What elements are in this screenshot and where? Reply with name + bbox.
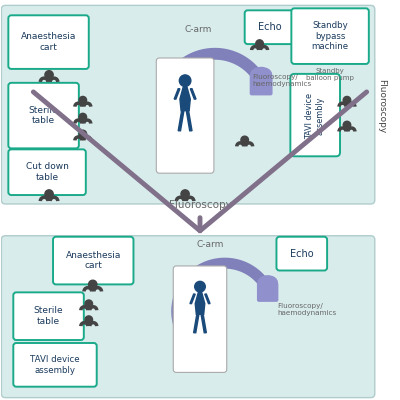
Circle shape — [45, 71, 53, 79]
Text: Anaesthesia
cart: Anaesthesia cart — [21, 32, 76, 52]
Text: Standby
balloon pump: Standby balloon pump — [306, 68, 354, 81]
Circle shape — [179, 75, 191, 86]
Circle shape — [256, 40, 263, 47]
Polygon shape — [180, 86, 190, 111]
Text: C-arm: C-arm — [196, 240, 224, 249]
Circle shape — [241, 136, 248, 144]
FancyBboxPatch shape — [13, 292, 84, 340]
Circle shape — [343, 96, 351, 104]
FancyBboxPatch shape — [257, 282, 278, 302]
Text: Echo: Echo — [290, 249, 314, 259]
Text: Fluoroscopy: Fluoroscopy — [377, 78, 386, 133]
Polygon shape — [186, 111, 192, 131]
Circle shape — [79, 96, 86, 104]
Circle shape — [343, 121, 351, 129]
FancyBboxPatch shape — [8, 15, 89, 69]
Polygon shape — [178, 111, 184, 131]
FancyBboxPatch shape — [1, 5, 375, 204]
Text: Cut down
table: Cut down table — [26, 162, 68, 182]
FancyBboxPatch shape — [8, 149, 86, 195]
FancyBboxPatch shape — [156, 58, 214, 173]
Polygon shape — [174, 89, 180, 99]
Circle shape — [85, 300, 92, 308]
Circle shape — [45, 190, 53, 198]
Circle shape — [181, 190, 189, 198]
Text: Echo: Echo — [258, 22, 282, 32]
Text: Fluoroscopy/
haemodynamics: Fluoroscopy/ haemodynamics — [278, 303, 337, 316]
Text: Sterile
table: Sterile table — [29, 106, 58, 125]
Polygon shape — [205, 294, 210, 304]
FancyBboxPatch shape — [291, 8, 369, 64]
Text: Fluoroscopy/
haemodynamics: Fluoroscopy/ haemodynamics — [253, 74, 312, 87]
FancyBboxPatch shape — [250, 74, 272, 96]
Circle shape — [88, 280, 97, 288]
FancyBboxPatch shape — [245, 10, 295, 44]
Polygon shape — [194, 314, 199, 333]
FancyBboxPatch shape — [173, 266, 227, 372]
FancyBboxPatch shape — [53, 237, 134, 284]
Polygon shape — [195, 292, 205, 314]
Ellipse shape — [251, 68, 272, 82]
FancyBboxPatch shape — [290, 74, 340, 156]
Text: TAVI device
assembly: TAVI device assembly — [306, 92, 325, 138]
Text: Fluoroscopy: Fluoroscopy — [169, 200, 231, 210]
Circle shape — [79, 113, 86, 121]
Circle shape — [85, 316, 92, 324]
Text: Sterile
table: Sterile table — [34, 306, 63, 326]
Circle shape — [79, 130, 86, 138]
FancyBboxPatch shape — [8, 83, 79, 148]
Text: Standby
bypass
machine: Standby bypass machine — [312, 21, 349, 51]
Polygon shape — [201, 314, 206, 333]
FancyBboxPatch shape — [1, 236, 375, 398]
FancyBboxPatch shape — [276, 237, 327, 270]
Polygon shape — [190, 89, 196, 99]
FancyBboxPatch shape — [13, 343, 97, 387]
Ellipse shape — [258, 276, 277, 289]
Text: Anaesthesia
cart: Anaesthesia cart — [66, 251, 121, 270]
Text: C-arm: C-arm — [184, 25, 212, 34]
Polygon shape — [190, 294, 195, 304]
Text: TAVI device
assembly: TAVI device assembly — [30, 355, 80, 374]
Circle shape — [195, 281, 205, 292]
